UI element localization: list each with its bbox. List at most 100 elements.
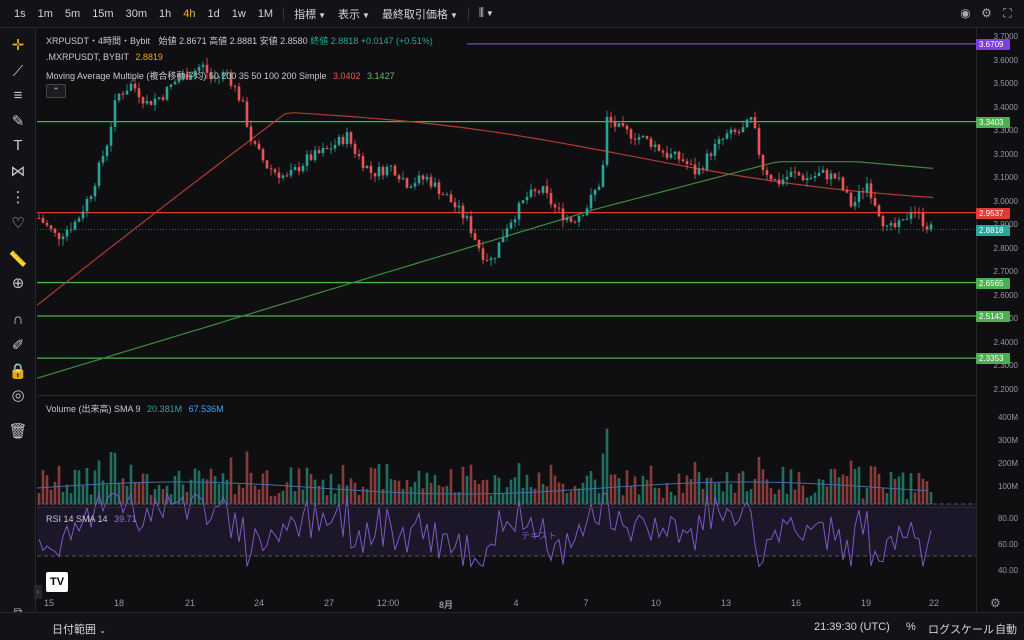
price-tick: 3.5000 <box>993 79 1018 89</box>
candle-body <box>777 179 781 185</box>
candle-body <box>473 233 477 240</box>
volume-bar <box>329 474 333 505</box>
volume-bar <box>361 486 365 505</box>
candle-body <box>929 224 933 230</box>
volume-tick: 100M <box>997 482 1018 491</box>
timeframe-1s[interactable]: 1s <box>14 7 26 20</box>
candle-body <box>181 73 185 79</box>
candle-body <box>481 248 485 261</box>
pencil-lock-icon[interactable]: ✐ <box>11 337 25 354</box>
pane-separator[interactable] <box>37 395 1024 396</box>
scroll-left-button[interactable]: ‹ <box>34 585 42 599</box>
percent-scale-toggle[interactable]: % <box>906 621 916 633</box>
volume-bar <box>129 464 133 505</box>
timeframe-15m[interactable]: 15m <box>92 7 114 20</box>
volume-bar <box>221 473 225 505</box>
chart-type-menu[interactable]: ⫼ ▼ <box>473 4 500 23</box>
ma-name[interactable]: Moving Average Multiple (複合移動平均) 50 200 … <box>46 71 327 81</box>
candle-body <box>81 211 85 219</box>
log-scale-toggle[interactable]: ログスケール <box>928 624 994 636</box>
camera-icon[interactable]: ◉ <box>960 6 971 20</box>
timeframe-1h[interactable]: 1h <box>159 7 172 20</box>
price-source-menu[interactable]: 最終取引価格 ▼ <box>376 3 464 25</box>
price-tag: 2.5143 <box>976 311 1010 323</box>
candle-body <box>145 101 149 104</box>
pane-separator[interactable] <box>37 507 1024 508</box>
volume-bar <box>261 473 265 505</box>
volume-bar <box>465 475 469 505</box>
symbol-title[interactable]: XRPUSDT・4時間・Bybit <box>46 36 151 46</box>
candle-body <box>193 70 197 77</box>
timeframe-1w[interactable]: 1w <box>231 7 246 20</box>
pattern-icon[interactable]: ⋈ <box>10 163 26 180</box>
timeframe-1d[interactable]: 1d <box>207 7 220 20</box>
timeframe-1M[interactable]: 1M <box>257 7 274 20</box>
volume-name[interactable]: Volume (出来高) SMA 9 <box>46 404 141 414</box>
volume-bar <box>653 487 657 505</box>
candle-body <box>573 221 577 223</box>
gear-icon[interactable]: ⚙ <box>981 6 992 20</box>
candle-body <box>617 123 621 127</box>
volume-bar <box>469 464 473 505</box>
settings-gear-icon[interactable]: ⚙ <box>990 596 1001 610</box>
volume-bar <box>81 485 85 505</box>
candle-body <box>801 175 805 181</box>
time-axis[interactable]: 15 18 21 24 27 12:00 8月 4 7 10 13 16 19 22 <box>37 596 976 612</box>
magnet-icon[interactable]: ∩ <box>12 311 24 328</box>
lock-icon[interactable]: 🔒 <box>8 363 28 380</box>
volume-bar <box>861 498 865 505</box>
volume-bar <box>845 476 849 505</box>
volume-bar <box>925 481 929 505</box>
candle-body <box>333 144 337 149</box>
candle-body <box>685 161 689 164</box>
rsi-name[interactable]: RSI 14 SMA 14 <box>46 514 108 524</box>
price-chart[interactable] <box>37 28 976 612</box>
horizontal-lines-icon[interactable]: ≡ <box>13 87 23 104</box>
volume-bar <box>821 479 825 505</box>
trend-line-icon[interactable]: ⟋ <box>12 63 24 80</box>
heart-icon[interactable]: ♡ <box>11 215 25 232</box>
utc-clock[interactable]: 21:39:30 (UTC) <box>814 621 890 633</box>
ma-line-red <box>37 112 934 306</box>
timeframe-5m[interactable]: 5m <box>64 7 81 20</box>
mark-price-name[interactable]: .MXRPUSDT, BYBIT <box>46 52 129 62</box>
trash-icon[interactable]: 🗑 <box>8 423 28 440</box>
timeframe-30m[interactable]: 30m <box>125 7 147 20</box>
candle-body <box>293 167 297 170</box>
volume-bar <box>665 483 669 505</box>
collapse-legend-button[interactable]: ⌃ <box>46 84 66 98</box>
candle-body <box>865 183 869 193</box>
eye-icon[interactable]: ◎ <box>11 387 25 404</box>
rsi-text-annotation[interactable]: テキスト <box>521 531 557 541</box>
text-icon[interactable]: T <box>13 137 23 154</box>
brush-icon[interactable]: ✎ <box>11 113 25 130</box>
price-tick: 3.0000 <box>993 196 1018 206</box>
candle-body <box>729 129 733 134</box>
candle-body <box>417 175 421 184</box>
volume-bar <box>841 474 845 505</box>
auto-scale-toggle[interactable]: 自動 <box>995 624 1017 636</box>
zoom-in-icon[interactable]: ⊕ <box>11 275 25 292</box>
volume-value-1: 20.381M <box>147 404 183 414</box>
volume-bar <box>101 480 105 505</box>
volume-bar <box>669 491 673 505</box>
candle-body <box>465 216 469 219</box>
ruler-icon[interactable]: 📏 <box>8 251 28 268</box>
fullscreen-icon[interactable]: ⛶ <box>1003 6 1012 20</box>
candle-body <box>385 166 389 176</box>
volume-bar <box>337 484 341 505</box>
volume-bar <box>545 486 549 505</box>
date-range-button[interactable]: 日付範囲 ⌄ <box>52 621 106 637</box>
display-menu[interactable]: 表示 ▼ <box>332 3 376 25</box>
indicators-menu[interactable]: 指標 ▼ <box>288 3 332 25</box>
volume-bar <box>269 496 273 505</box>
time-tick: 4 <box>513 598 519 608</box>
timeframe-4h[interactable]: 4h <box>183 7 196 20</box>
volume-bar <box>741 471 745 505</box>
candle-body <box>361 156 365 169</box>
candle-body <box>373 173 377 177</box>
candle-body <box>705 153 709 170</box>
forecast-icon[interactable]: ⋮ <box>10 189 26 206</box>
timeframe-1m[interactable]: 1m <box>37 7 53 20</box>
crosshair-icon[interactable]: ✛ <box>11 37 25 54</box>
